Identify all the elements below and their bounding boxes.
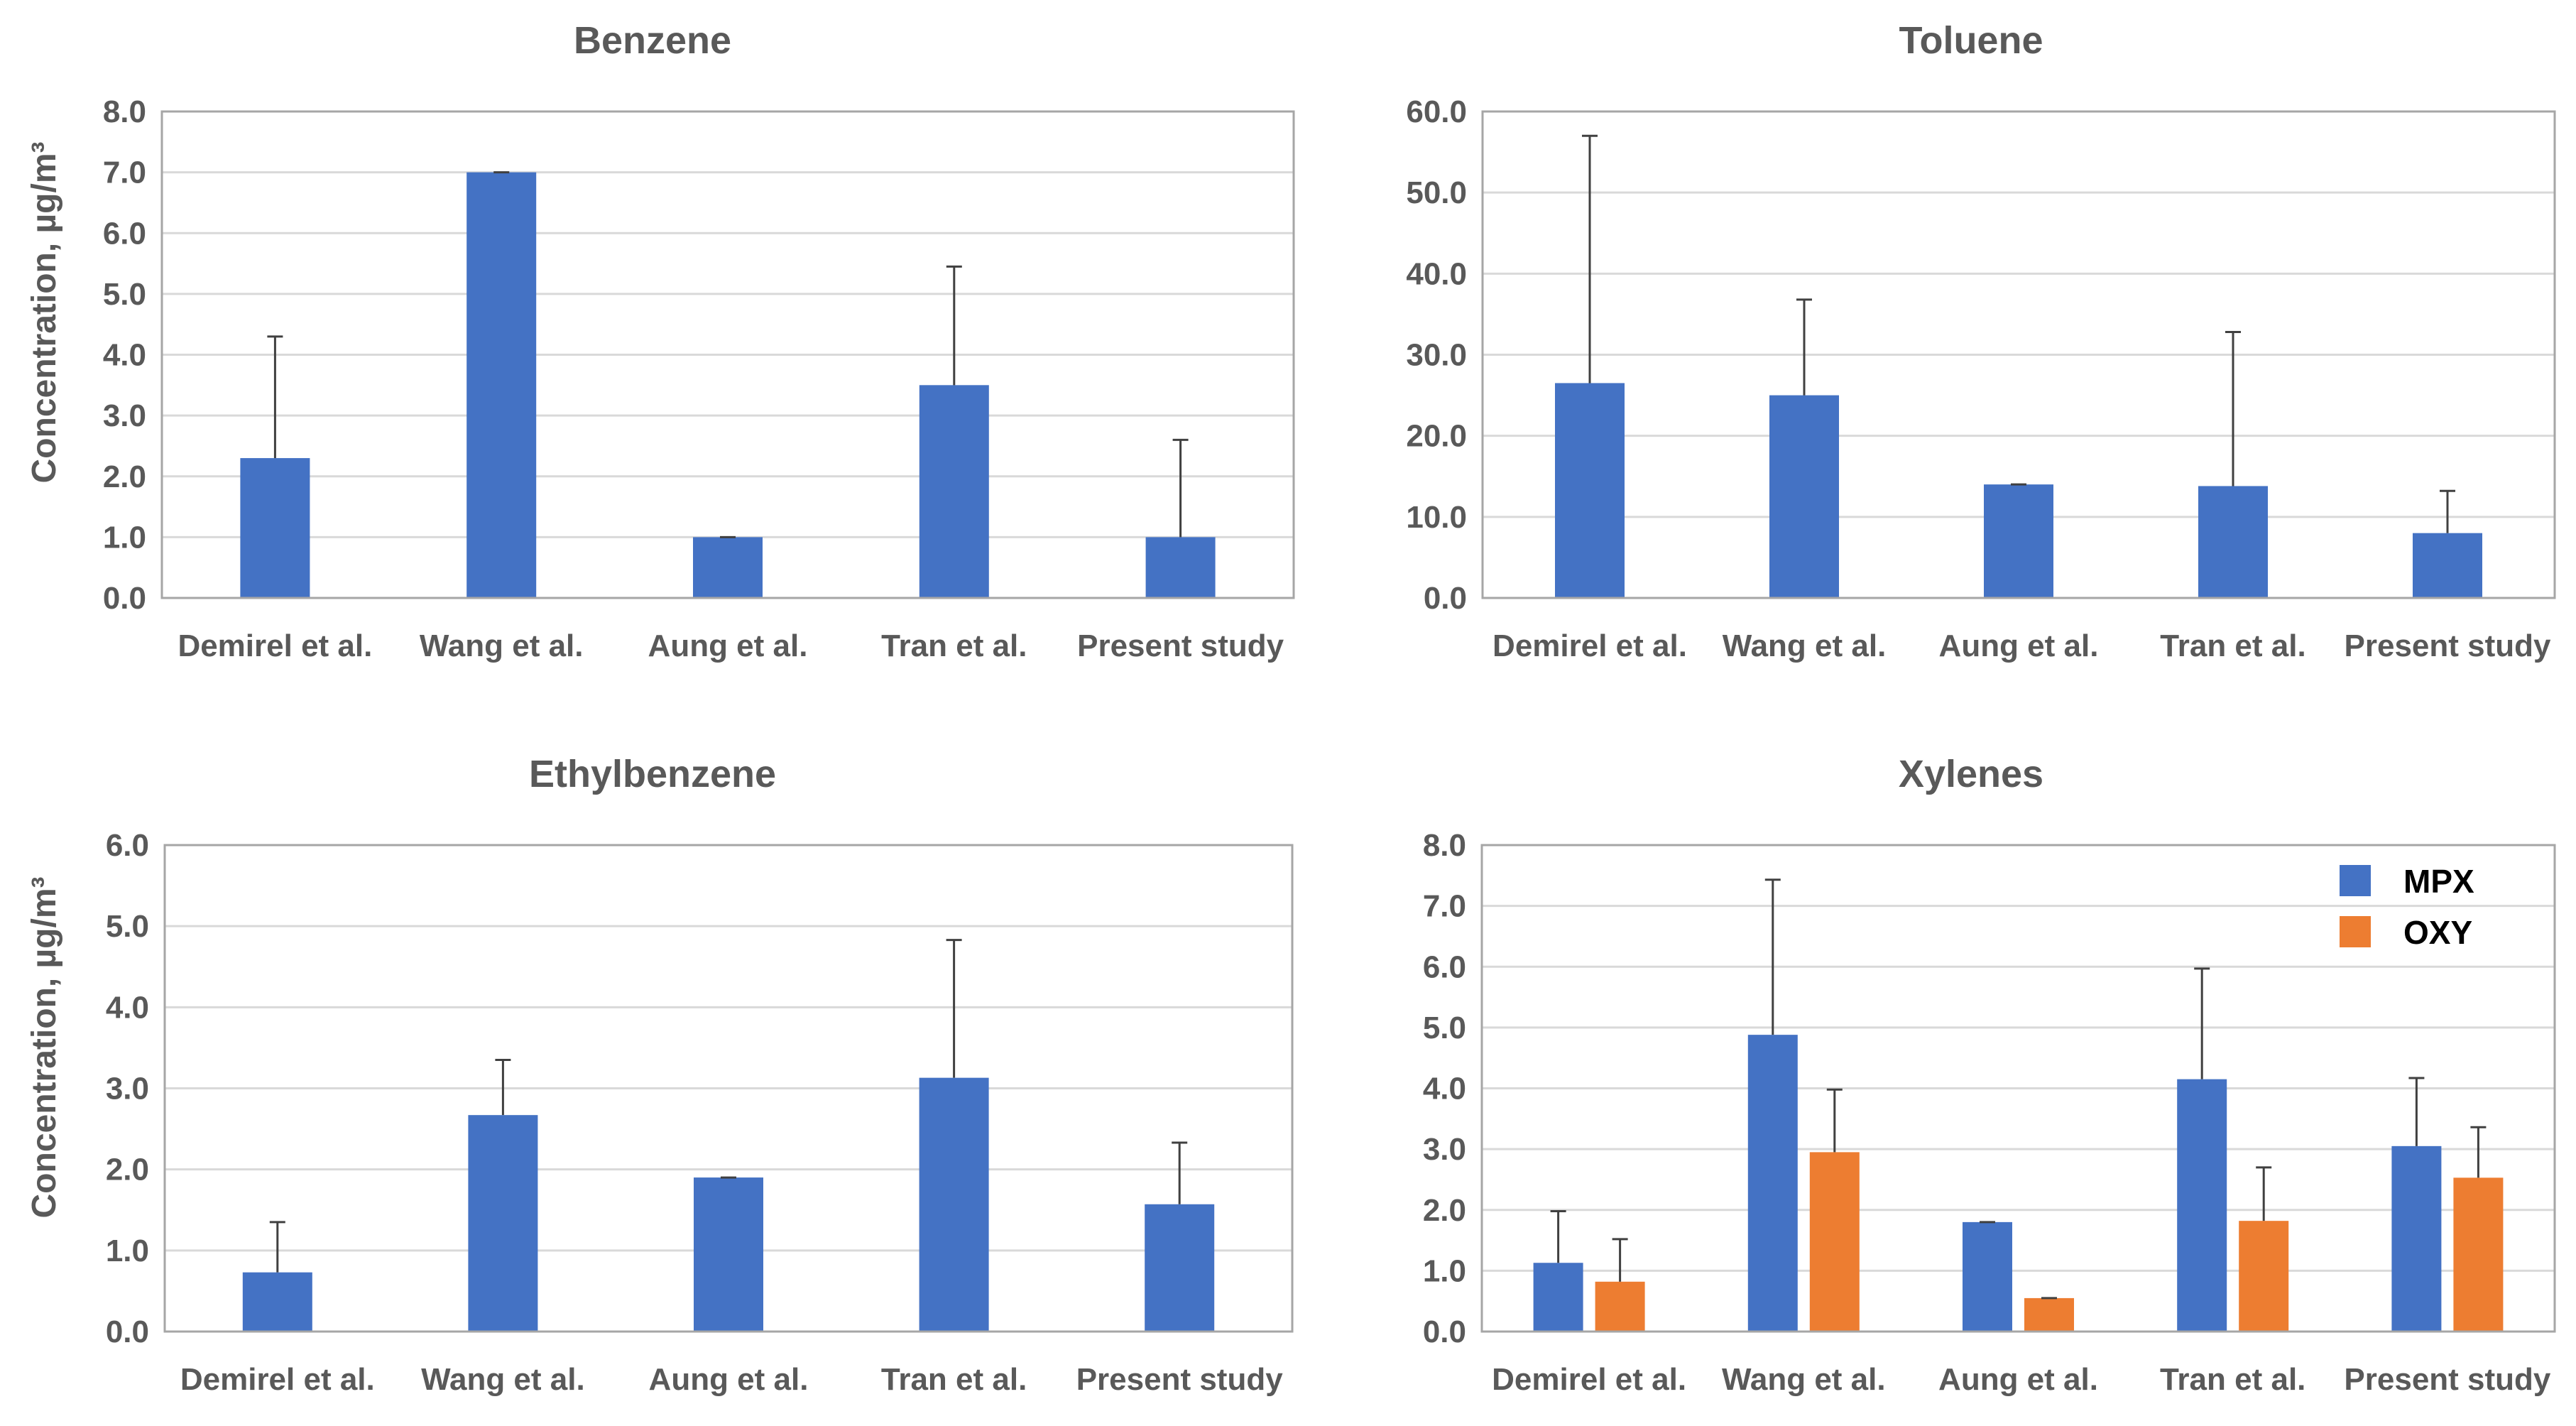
x-tick-label: Present study [1076, 1362, 1284, 1397]
bar [693, 537, 763, 598]
x-tick-label: Demirel et al. [178, 628, 372, 663]
y-tick-label: 3.0 [1423, 1132, 1466, 1167]
bar [2413, 533, 2482, 598]
x-tick-label: Demirel et al. [1492, 628, 1687, 663]
y-tick-label: 0.0 [103, 581, 146, 616]
x-tick-label: Wang et al. [1723, 628, 1887, 663]
plot-frame [1480, 844, 2556, 1333]
chart-title: Xylenes [1899, 753, 2043, 795]
x-tick-label: Demirel et al. [180, 1362, 375, 1397]
x-tick-label: Aung et al. [1939, 628, 2099, 663]
bar [2198, 486, 2268, 598]
bar [466, 172, 537, 598]
y-axis-label: Concentration, µg/m³ [26, 142, 63, 484]
y-tick-label: 8.0 [103, 94, 146, 129]
x-tick-label: Present study [1077, 628, 1284, 663]
y-tick-label: 6.0 [103, 216, 146, 251]
y-tick-label: 3.0 [103, 398, 146, 433]
y-tick-label: 1.0 [103, 520, 146, 555]
benzene-panel: Benzene Concentration, µg/m³ 0.0 1.0 2.0 3.… [26, 19, 1295, 663]
x-tick-label: Wang et al. [1722, 1362, 1886, 1397]
bar [2177, 1079, 2227, 1332]
chart-title: Benzene [574, 19, 731, 62]
y-tick-label: 4.0 [103, 338, 146, 373]
bar [1984, 484, 2053, 598]
bar [240, 458, 310, 598]
x-tick-label: Aung et al. [648, 628, 808, 663]
y-tick-label: 30.0 [1406, 338, 1467, 373]
xylenes-panel: Xylenes 0.0 1.0 2.0 3.0 4.0 5.0 6.0 7.0 8.0 Demir… [1423, 753, 2556, 1397]
x-tick-label: Aung et al. [1938, 1362, 2098, 1397]
chart-title: Toluene [1899, 19, 2043, 62]
bar [2024, 1297, 2074, 1332]
y-tick-label: 8.0 [1423, 828, 1466, 863]
x-tick-label: Tran et al. [881, 1362, 1027, 1397]
y-tick-label: 6.0 [106, 828, 149, 863]
bar [1595, 1281, 1645, 1332]
bar [2239, 1221, 2289, 1332]
bar [468, 1115, 538, 1332]
x-tick-label: Wang et al. [421, 1362, 585, 1397]
y-tick-label: 3.0 [106, 1072, 149, 1106]
x-tick-label: Tran et al. [881, 628, 1027, 663]
plot-frame [160, 110, 1295, 599]
bar [242, 1272, 312, 1332]
x-tick-label: Tran et al. [2160, 628, 2305, 663]
legend-label-oxy: OXY [2403, 914, 2472, 951]
y-tick-label: 50.0 [1406, 175, 1467, 210]
y-tick-label: 4.0 [106, 990, 149, 1025]
bar [1769, 395, 1839, 598]
x-tick-label: Present study [2345, 628, 2552, 663]
bar [1533, 1263, 1583, 1332]
y-tick-label: 20.0 [1406, 419, 1467, 454]
y-tick-label: 0.0 [1424, 581, 1467, 616]
y-tick-label: 5.0 [103, 277, 146, 312]
x-tick-label: Demirel et al. [1492, 1362, 1686, 1397]
bar [1145, 537, 1216, 598]
y-tick-label: 5.0 [1423, 1011, 1466, 1045]
y-tick-label: 1.0 [1423, 1253, 1466, 1288]
bar [2453, 1177, 2504, 1332]
bar [919, 385, 989, 598]
y-tick-label: 40.0 [1406, 256, 1467, 291]
y-tick-label: 2.0 [1423, 1193, 1466, 1228]
x-tick-label: Aung et al. [649, 1362, 809, 1397]
y-tick-label: 0.0 [106, 1315, 149, 1349]
y-tick-label: 5.0 [106, 909, 149, 944]
chart-title: Ethylbenzene [529, 753, 776, 795]
y-tick-label: 60.0 [1406, 94, 1467, 129]
y-tick-label: 1.0 [106, 1234, 149, 1268]
bar [1809, 1152, 1860, 1332]
legend-swatch-oxy [2340, 916, 2371, 947]
bar [1963, 1221, 2012, 1332]
y-tick-label: 10.0 [1406, 500, 1467, 535]
legend-swatch-mpx [2340, 865, 2371, 896]
bar [1145, 1204, 1215, 1332]
x-tick-label: Tran et al. [2160, 1362, 2305, 1397]
plot-frame [163, 844, 1294, 1333]
bar [694, 1177, 763, 1332]
y-tick-label: 6.0 [1423, 949, 1466, 984]
bar [1555, 383, 1625, 598]
x-tick-label: Wang et al. [420, 628, 584, 663]
bar [919, 1077, 989, 1332]
x-tick-label: Present study [2344, 1362, 2551, 1397]
y-tick-label: 0.0 [1423, 1315, 1466, 1349]
bar [2391, 1145, 2442, 1332]
y-tick-label: 7.0 [1423, 889, 1466, 924]
legend-label-mpx: MPX [2403, 863, 2474, 900]
toluene-panel: Toluene 0.0 10.0 20.0 30.0 40.0 50.0 60.0 Demir… [1406, 19, 2556, 663]
y-axis-label: Concentration, µg/m³ [26, 877, 63, 1219]
bar [1747, 1035, 1798, 1332]
ethylbenzene-panel: Ethylbenzene Concentration, µg/m³ 0.0 1.0… [26, 753, 1294, 1397]
legend: MPX OXY [2340, 863, 2474, 951]
y-tick-label: 2.0 [103, 459, 146, 494]
y-tick-label: 4.0 [1423, 1072, 1466, 1106]
plot-frame [1481, 110, 2556, 599]
y-tick-label: 2.0 [106, 1153, 149, 1187]
y-tick-label: 7.0 [103, 156, 146, 190]
